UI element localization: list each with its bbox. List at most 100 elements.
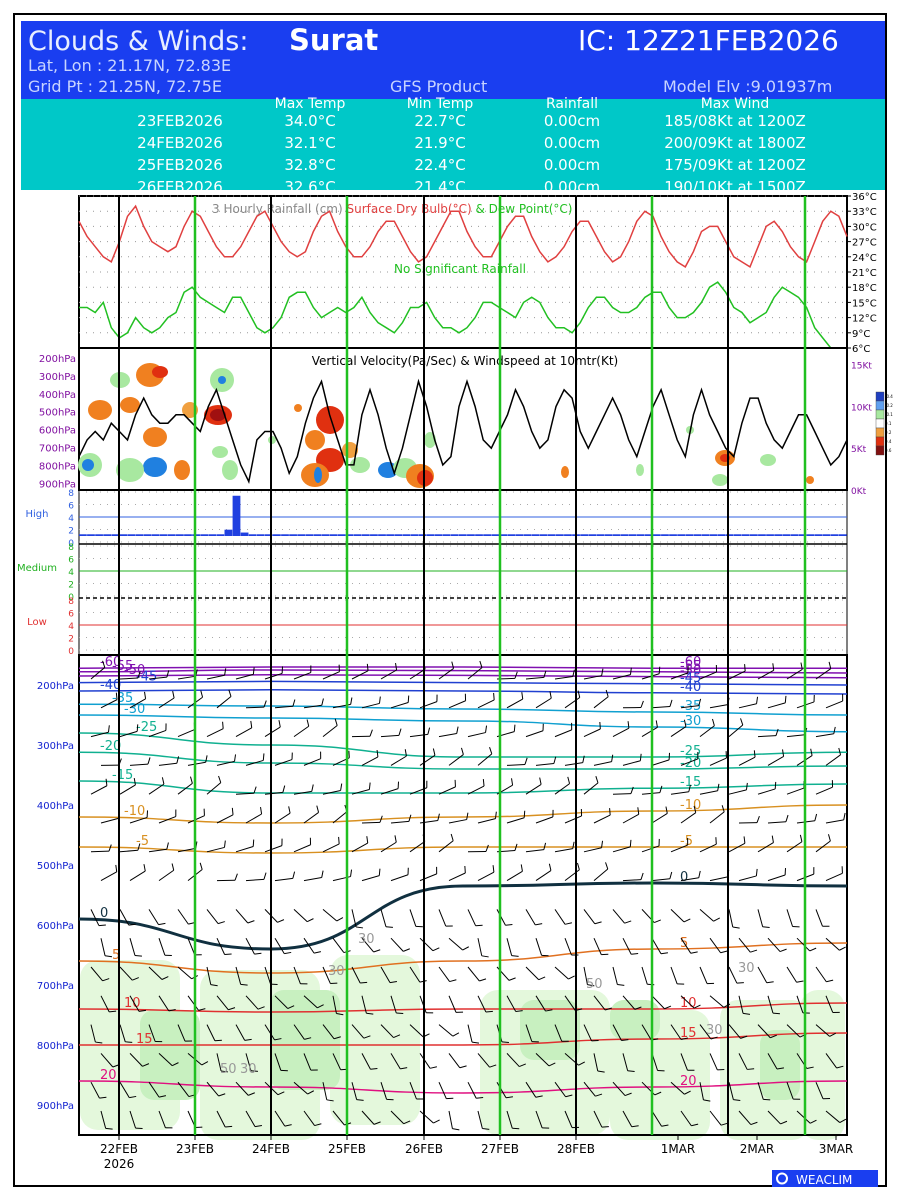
high-cloud-bar [644,534,653,536]
wind-barb-feather [492,865,495,873]
wind-barb [699,843,717,853]
wind-barb-feather [520,864,523,872]
wind-barb-feather [604,1007,612,1011]
high-cloud-bar [636,534,645,536]
humidity-shade-dark [610,1000,660,1040]
summary-rainfall: 0.00cm [544,134,600,152]
summary-min-temp: 21.9°C [414,134,465,152]
wind-barb-feather [317,1004,324,1009]
logo-box [772,1170,878,1187]
wind-barb [119,677,139,680]
wind-barb-feather [661,1124,669,1127]
wind-barb-feather [489,1064,497,1068]
wind-barb-feather [172,691,175,699]
wind-barb [728,966,738,984]
wind-barb-feather [755,868,758,876]
wind-barb [390,874,409,882]
wind-barb [245,878,264,882]
wind-barb-feather [378,868,381,876]
summary-max-temp: 32.8°C [284,156,335,174]
band-tick-label: 8 [68,597,74,607]
colorbar-label: -0.4 [885,394,893,399]
wind-barb-feather [736,982,744,984]
wind-barb-feather [568,975,575,980]
wind-barb [709,995,725,1008]
wind-barb [264,966,272,985]
wind-barb-feather [664,1005,672,1010]
high-cloud-bar [386,534,394,536]
logo-text: WEACLIM [796,1173,852,1187]
x-tick-label: 3MAR [819,1142,854,1156]
wind-barb-feather [263,700,267,708]
wind-barb [448,700,466,709]
wind-barb [158,869,175,882]
wind-barb-feather [595,776,599,784]
wind-barb [728,724,744,737]
wind-barb [757,966,768,983]
wind-barb [351,1024,365,1039]
high-cloud-bar [370,534,378,536]
wind-barb-feather [396,1012,404,1015]
wind-barb-feather [770,1034,777,1039]
wind-barb [467,785,485,795]
wind-barb-feather [655,720,658,728]
wind-barb-feather [605,689,609,697]
band-tick-label: 2 [68,581,74,591]
high-cloud-bar [507,534,516,536]
rh-contour-label: 30 [738,961,755,976]
wind-barb [409,1082,417,1100]
high-cloud-bar [329,534,338,536]
band-tick-label: 8 [68,489,74,499]
wind-barb-feather [698,698,702,706]
wind-barb-feather [720,1122,728,1126]
wind-barb [825,872,843,882]
wind-barb-feather [782,749,785,757]
wind-barb [815,668,832,680]
high-cloud-bar [127,534,136,536]
wind-barb [583,1081,596,1097]
wind-barb [651,813,668,824]
wind-barb [796,937,811,952]
wind-barb [390,755,407,766]
band-tick-label: 0 [68,539,74,549]
wind-barb [235,909,249,924]
wind-barb [612,727,630,738]
wind-barb [274,995,289,1009]
pressure-label: 200hPa [39,354,76,365]
wind-barb [467,909,477,926]
wind-barb [448,1053,461,1069]
wind-barb [90,966,103,982]
x-tick-label: 1MAR [661,1142,696,1156]
wind-barb [274,877,293,882]
wind-barb-feather [360,981,368,984]
wind-barb-feather [826,979,834,983]
high-cloud-bar [547,534,556,536]
wind-barb-feather [481,955,489,958]
wind-barb-feather [403,1120,411,1125]
wind-barb-feather [683,918,691,923]
wind-barb-feather [594,921,602,925]
colorbar-label: 0.4 [885,439,892,444]
high-cloud-bar [119,534,128,536]
rh-contour-label: 50 [586,977,603,992]
high-cloud-bar [297,534,306,536]
wind-barb [670,844,688,853]
wind-barb [245,995,259,1010]
wind-barb-feather [350,869,353,877]
wind-barb [738,937,751,953]
wind-barb [622,813,639,824]
wind-barb [525,1081,537,1098]
wind-barb [129,698,146,709]
wind-barb [525,1024,533,1042]
wind-barb [216,696,232,709]
pressure-label: 500hPa [39,408,76,419]
wind-barb [709,937,721,954]
isotherm-label: -15 [112,768,133,783]
band-name: Medium [17,563,57,574]
wind-barb-feather [147,757,151,765]
high-cloud-bar [782,534,791,536]
wind-barb [419,873,437,882]
wind-barb [554,675,573,680]
wind-barb [177,966,192,980]
wind-barb-feather [601,668,604,676]
